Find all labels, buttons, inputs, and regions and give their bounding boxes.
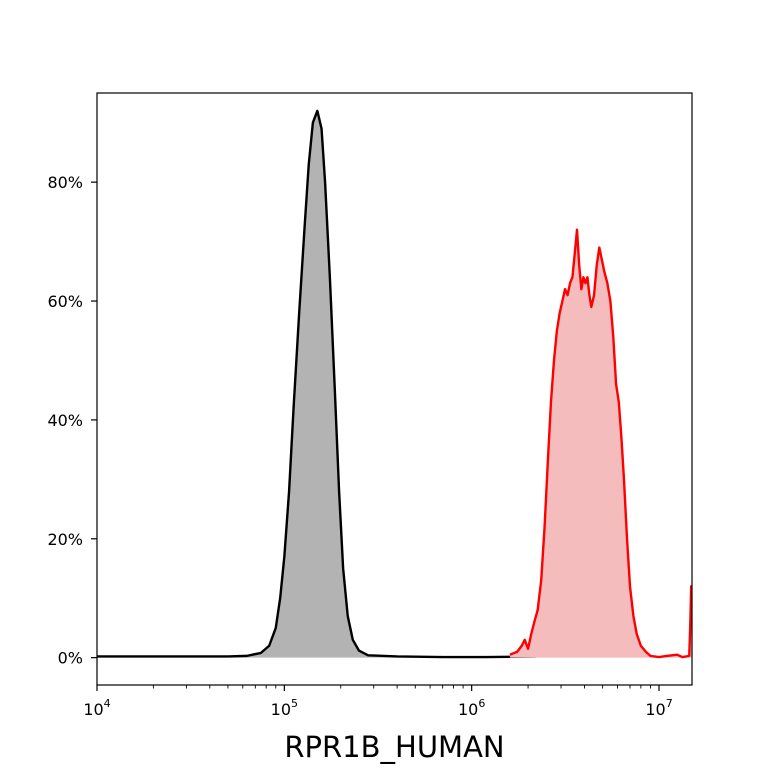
plot-frame xyxy=(96,92,693,686)
y-tick-label: 0% xyxy=(58,649,83,668)
histogram-fill-2 xyxy=(509,229,692,658)
y-tick-label: 40% xyxy=(47,411,83,430)
y-tick-label: 20% xyxy=(47,530,83,549)
y-tick-label: 60% xyxy=(47,292,83,311)
histogram-fill-1 xyxy=(97,110,536,658)
histogram-line-1 xyxy=(97,109,536,659)
x-tick-label: 104 xyxy=(83,697,110,719)
histogram-line-2 xyxy=(509,228,692,659)
x-tick-label: 105 xyxy=(271,697,298,719)
y-tick-label: 80% xyxy=(47,173,83,192)
x-tick-label: 107 xyxy=(645,697,672,719)
x-axis-title: RPR1B_HUMAN xyxy=(284,730,504,764)
axes-layer: 0% 20% 40% 60% 80% 104 105 106 107 xyxy=(47,173,672,719)
series-layer xyxy=(97,109,692,659)
x-tick-label: 106 xyxy=(458,697,485,719)
